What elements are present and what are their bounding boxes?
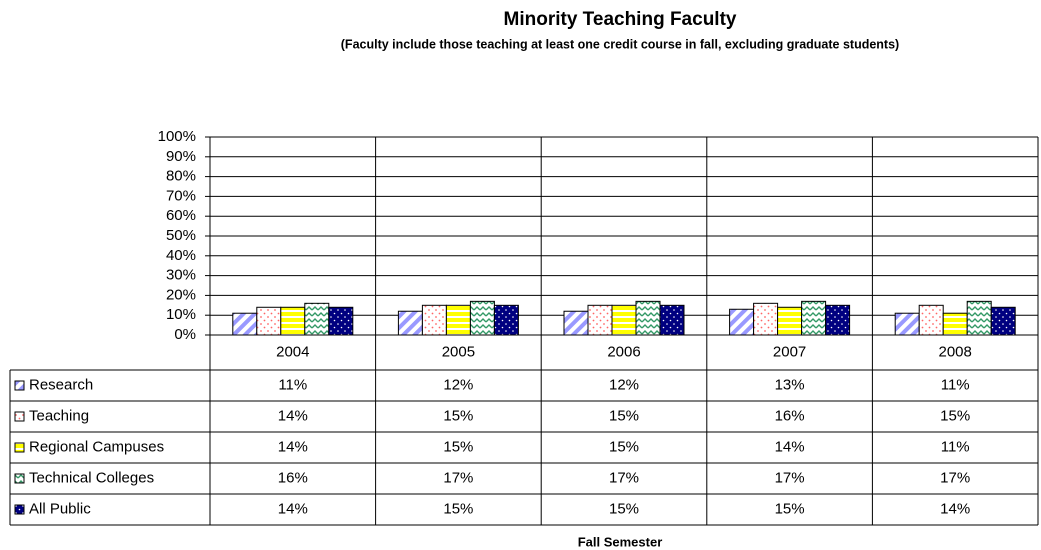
- y-tick-label: 10%: [166, 306, 196, 323]
- bar: [918, 304, 944, 336]
- x-axis-label: Fall Semester: [578, 534, 663, 549]
- legend-label: Teaching: [29, 407, 89, 424]
- y-tick-label: 80%: [166, 168, 196, 185]
- bar: [469, 300, 495, 336]
- bar: [256, 306, 282, 336]
- chart-title: Minority Teaching Faculty: [504, 9, 737, 30]
- table-value: 16%: [278, 469, 308, 486]
- bar: [990, 306, 1016, 336]
- table-value: 15%: [940, 407, 970, 424]
- x-tick-label: 2004: [276, 343, 309, 360]
- table-value: 14%: [278, 407, 308, 424]
- table-value: 11%: [941, 438, 970, 455]
- bar: [635, 300, 661, 336]
- bar: [753, 302, 779, 336]
- bar: [328, 306, 354, 336]
- bar: [659, 304, 685, 336]
- y-tick-label: 60%: [166, 207, 196, 224]
- table-value: 13%: [775, 376, 805, 393]
- table-value: 11%: [941, 376, 970, 393]
- bar: [587, 304, 613, 336]
- y-tick-label: 0%: [174, 326, 196, 343]
- legend-swatch: [14, 380, 25, 391]
- x-tick-label: 2006: [607, 343, 640, 360]
- table-value: 11%: [278, 376, 307, 393]
- y-tick-label: 20%: [166, 286, 196, 303]
- bar: [563, 310, 589, 336]
- table-value: 14%: [278, 500, 308, 517]
- bar: [493, 304, 519, 336]
- bar: [304, 302, 330, 336]
- table-value: 12%: [443, 376, 473, 393]
- table-value: 16%: [775, 407, 805, 424]
- x-tick-label: 2005: [442, 343, 475, 360]
- legend-swatch: [14, 411, 25, 422]
- table-value: 14%: [775, 438, 805, 455]
- legend-swatch: [14, 504, 25, 515]
- bar: [894, 312, 920, 336]
- table-value: 15%: [443, 407, 473, 424]
- bar: [966, 300, 992, 336]
- bar: [942, 312, 968, 336]
- table-value: 17%: [609, 469, 639, 486]
- bar: [801, 300, 827, 336]
- table-value: 14%: [278, 438, 308, 455]
- table-value: 15%: [609, 438, 639, 455]
- bar: [611, 304, 637, 336]
- legend-swatch: [14, 442, 25, 453]
- bar: [777, 306, 803, 336]
- y-tick-label: 40%: [166, 247, 196, 264]
- table-value: 15%: [443, 500, 473, 517]
- legend-label: All Public: [29, 500, 91, 517]
- x-tick-label: 2007: [773, 343, 806, 360]
- y-tick-label: 70%: [166, 187, 196, 204]
- bar: [280, 306, 306, 336]
- legend-swatch: [14, 473, 25, 484]
- x-tick-label: 2008: [939, 343, 972, 360]
- y-tick-label: 100%: [158, 128, 196, 145]
- y-tick-label: 30%: [166, 267, 196, 284]
- legend-label: Research: [29, 376, 93, 393]
- bar: [397, 310, 423, 336]
- y-tick-label: 50%: [166, 227, 196, 244]
- table-value: 17%: [775, 469, 805, 486]
- table-value: 14%: [940, 500, 970, 517]
- y-tick-label: 90%: [166, 148, 196, 165]
- table-value: 15%: [609, 407, 639, 424]
- bar: [232, 312, 258, 336]
- table-value: 12%: [609, 376, 639, 393]
- chart-subtitle: (Faculty include those teaching at least…: [341, 37, 899, 51]
- bar: [421, 304, 447, 336]
- table-value: 17%: [940, 469, 970, 486]
- bar: [825, 304, 851, 336]
- bar: [729, 308, 755, 336]
- table-value: 15%: [443, 438, 473, 455]
- table-value: 15%: [775, 500, 805, 517]
- legend-label: Technical Colleges: [29, 469, 154, 486]
- legend-label: Regional Campuses: [29, 438, 164, 455]
- table-value: 15%: [609, 500, 639, 517]
- bar: [445, 304, 471, 336]
- table-value: 17%: [443, 469, 473, 486]
